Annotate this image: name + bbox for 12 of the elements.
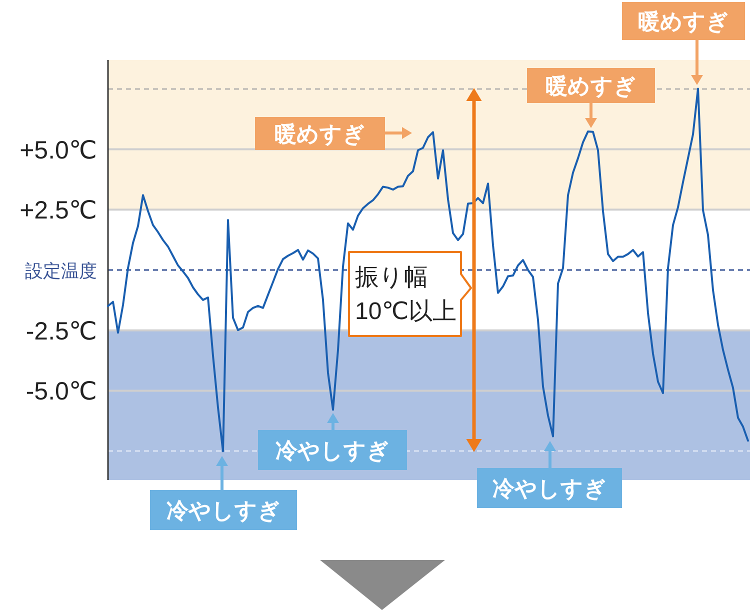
y-tick-label: -5.0℃: [26, 378, 97, 406]
y-tick-label: +2.5℃: [20, 196, 97, 225]
text: 冷やしすぎ: [166, 498, 280, 523]
y-tick-label: -2.5℃: [26, 317, 97, 346]
text: 暖めすぎ: [638, 9, 729, 34]
annotation: 振り幅 10℃以上: [355, 264, 457, 325]
annotation: 暖めすぎ: [274, 122, 366, 146]
annotation: 冷やしすぎ: [276, 438, 390, 463]
annotation: 暖めすぎ: [546, 74, 636, 98]
annotation: 冷やしすぎ: [492, 476, 606, 501]
y-tick-label: 設定温度: [25, 261, 97, 281]
y-tick-label: +5.0℃: [20, 136, 97, 164]
